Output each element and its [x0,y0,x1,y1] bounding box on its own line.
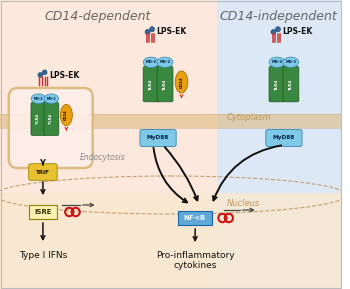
Ellipse shape [157,57,173,68]
FancyBboxPatch shape [143,66,159,102]
Text: Cytoplasm: Cytoplasm [226,114,271,123]
Ellipse shape [31,94,46,103]
Circle shape [38,73,43,77]
Circle shape [275,27,280,32]
Text: cytokines: cytokines [174,262,217,271]
Text: Pro-inflammatory: Pro-inflammatory [156,251,234,260]
FancyBboxPatch shape [140,129,176,147]
Text: LPS-EK: LPS-EK [49,71,79,79]
Ellipse shape [175,71,188,93]
FancyBboxPatch shape [29,164,57,180]
Text: MyD88: MyD88 [147,136,169,140]
Ellipse shape [283,57,299,68]
Circle shape [271,29,276,35]
FancyBboxPatch shape [283,66,299,102]
Text: CD14: CD14 [180,76,183,88]
Text: Type I IFNs: Type I IFNs [19,251,67,260]
FancyBboxPatch shape [31,103,46,136]
FancyBboxPatch shape [269,66,285,102]
Text: TLR4: TLR4 [149,79,153,90]
Text: CD14-dependent: CD14-dependent [44,10,151,23]
Ellipse shape [269,57,285,68]
FancyBboxPatch shape [44,103,59,136]
Text: MD-2: MD-2 [146,60,157,64]
Text: MD-2: MD-2 [34,97,43,101]
FancyBboxPatch shape [29,205,57,219]
Circle shape [149,27,155,32]
Text: CD14-independent: CD14-independent [219,10,337,23]
FancyBboxPatch shape [266,129,302,147]
Text: LPS-EK: LPS-EK [156,27,187,36]
Text: ISRE: ISRE [34,209,51,215]
Text: MD-2: MD-2 [160,60,170,64]
Text: Endocytosis: Endocytosis [80,153,126,162]
Bar [0,114,342,128]
Circle shape [145,29,150,35]
Text: TLR4: TLR4 [36,114,41,124]
Text: Nucleus: Nucleus [226,199,260,208]
Bar [0,193,342,289]
Text: NF-$\kappa$B: NF-$\kappa$B [183,214,207,223]
Text: TLR4: TLR4 [163,79,167,90]
Text: MD-2: MD-2 [271,60,282,64]
Text: TLR4: TLR4 [289,79,293,90]
FancyBboxPatch shape [9,88,93,168]
Ellipse shape [60,104,72,125]
Text: TLR4: TLR4 [275,79,279,90]
Text: MyD88: MyD88 [273,136,295,140]
Text: TLR4: TLR4 [49,114,53,124]
Text: CD14: CD14 [64,110,68,121]
Text: MD-2: MD-2 [285,60,296,64]
Text: TRIF: TRIF [36,170,50,175]
Ellipse shape [143,57,159,68]
FancyBboxPatch shape [178,211,212,225]
Text: MD-2: MD-2 [47,97,56,101]
Ellipse shape [44,94,58,103]
Circle shape [42,70,47,75]
Text: LPS-EK: LPS-EK [282,27,313,36]
FancyBboxPatch shape [157,66,173,102]
Bar [217,0,342,289]
